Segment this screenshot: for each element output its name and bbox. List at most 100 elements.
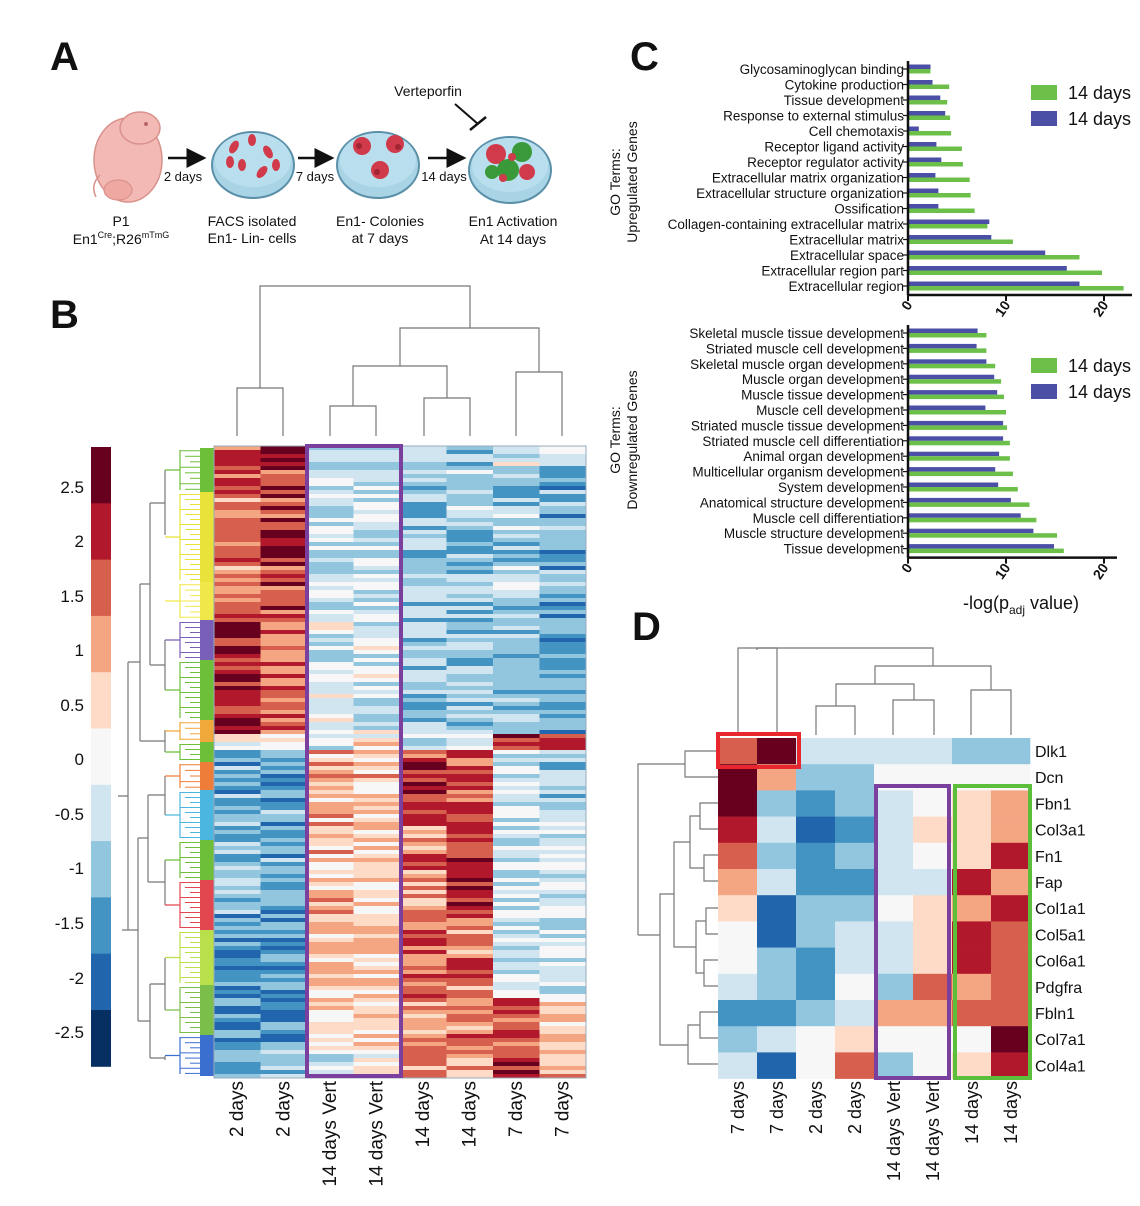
heat-cell: [446, 774, 494, 779]
heat-cell: [260, 1042, 308, 1047]
heat-cell: [446, 926, 494, 931]
cluster-strip: [200, 492, 214, 582]
heat-cell: [214, 514, 261, 519]
heat-cell: [539, 706, 587, 711]
heat-cell: [353, 462, 401, 467]
heat-cell: [353, 494, 401, 499]
scale-step: [91, 615, 111, 673]
d-heat-cell: [718, 1000, 758, 1027]
heat-cell: [446, 658, 494, 663]
heat-cell: [214, 982, 261, 987]
heat-cell: [260, 1066, 308, 1071]
arrow-label-7days: 7 days: [296, 169, 335, 184]
heat-cell: [353, 946, 401, 951]
vert-highlight-box: [305, 444, 403, 1078]
heat-cell: [353, 854, 401, 859]
heat-cell: [400, 906, 447, 911]
heat-cell: [446, 866, 494, 871]
heat-cell: [493, 458, 540, 463]
gene-label: Col4a1: [1035, 1058, 1086, 1075]
heat-cell: [493, 622, 540, 627]
heat-cell: [353, 1050, 401, 1055]
heat-cell: [400, 946, 447, 951]
heat-cell: [446, 594, 494, 599]
heat-cell: [400, 822, 447, 827]
heat-cell: [493, 890, 540, 895]
bar-blue: [908, 528, 1034, 534]
heat-cell: [353, 654, 401, 659]
heat-cell: [400, 546, 447, 551]
heat-cell: [446, 914, 494, 919]
gene-label: Col3a1: [1035, 823, 1086, 840]
d-heat-cell: [913, 790, 953, 817]
heat-cell: [446, 618, 494, 623]
heat-cell: [353, 1006, 401, 1011]
heat-cell: [353, 594, 401, 599]
heat-cell: [400, 622, 447, 627]
heat-cell: [493, 710, 540, 715]
heat-cell: [400, 1054, 447, 1059]
column-label: 14 days Vert: [320, 1080, 341, 1186]
heat-cell: [539, 542, 587, 547]
heat-cell: [446, 446, 494, 451]
heat-cell: [446, 522, 494, 527]
heat-cell: [493, 1038, 540, 1043]
heat-cell: [307, 630, 354, 635]
heat-cell: [353, 1062, 401, 1067]
heat-cell: [353, 850, 401, 855]
heat-cell: [307, 798, 354, 803]
heat-cell: [539, 534, 587, 539]
heat-cell: [493, 766, 540, 771]
heat-cell: [307, 562, 354, 567]
heat-cell: [539, 670, 587, 675]
heat-cell: [446, 902, 494, 907]
heat-cell: [260, 726, 308, 731]
heat-cell: [353, 930, 401, 935]
category-label: Cytokine production: [785, 78, 904, 93]
d-heat-cell: [718, 869, 758, 896]
heat-cell: [400, 926, 447, 931]
cluster-branch: [165, 494, 181, 580]
heat-cell: [446, 622, 494, 627]
heat-cell: [493, 966, 540, 971]
heat-cell: [400, 862, 447, 867]
stage-2-line2: En1- Lin- cells: [208, 230, 297, 246]
heat-cell: [400, 1050, 447, 1055]
heat-cell: [353, 1034, 401, 1039]
heat-cell: [307, 950, 354, 955]
panel-label-a: A: [50, 35, 79, 79]
heat-cell: [493, 482, 540, 487]
heat-cell: [400, 914, 447, 919]
heat-cell: [307, 742, 354, 747]
cluster-strip: [200, 930, 214, 985]
heat-cell: [539, 702, 587, 707]
heat-cell: [214, 1062, 261, 1067]
bar-green: [908, 255, 1080, 260]
heat-cell: [353, 886, 401, 891]
heat-cell: [353, 1070, 401, 1075]
heat-cell: [260, 786, 308, 791]
heat-cell: [539, 850, 587, 855]
d-heat-cell: [718, 947, 758, 975]
heat-cell: [307, 830, 354, 835]
heat-cell: [446, 538, 494, 543]
d-heat-cell: [874, 1052, 914, 1079]
heat-cell: [214, 670, 261, 675]
heat-cell: [307, 498, 354, 503]
heat-cell: [539, 586, 587, 591]
heat-cell: [307, 790, 354, 795]
heat-cell: [307, 582, 354, 587]
heat-cell: [400, 758, 447, 763]
heat-cell: [260, 678, 308, 683]
heat-cell: [446, 810, 494, 815]
heat-cell: [307, 458, 354, 463]
x-tick-label: 10: [991, 297, 1013, 319]
heat-cell: [260, 842, 308, 847]
heat-cell: [446, 1026, 494, 1031]
heat-cell: [353, 666, 401, 671]
dish-colonies: [336, 131, 420, 199]
d-heat-cell: [796, 816, 836, 844]
x-tick-label: 20: [1089, 560, 1111, 582]
heat-cell: [539, 806, 587, 811]
heat-cell: [353, 446, 401, 451]
